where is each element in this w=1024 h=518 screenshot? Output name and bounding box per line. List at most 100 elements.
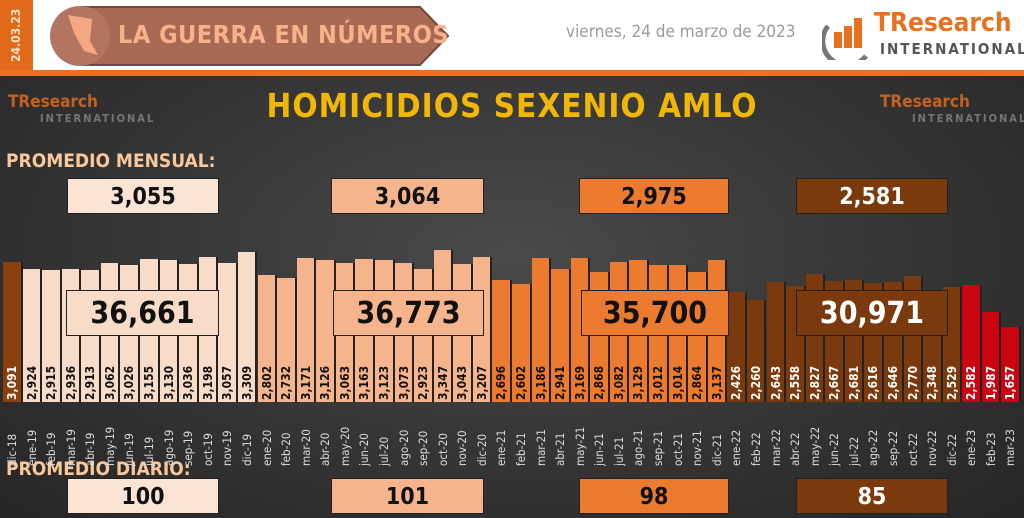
value-label: 2,616 xyxy=(866,365,881,400)
daily-average-2020: 101 xyxy=(331,478,484,514)
value-label: 3,169 xyxy=(572,365,587,400)
month-label: ago-22 xyxy=(866,429,881,466)
value-label: 1,657 xyxy=(1003,365,1018,400)
month-label: jul-20 xyxy=(376,436,391,466)
value-label: 3,123 xyxy=(376,365,391,400)
bar-nov-19 xyxy=(218,263,238,402)
daily-average-2022: 85 xyxy=(796,478,948,514)
month-label: jun-22 xyxy=(827,433,842,466)
value-label: 3,207 xyxy=(474,365,489,400)
logo-sub: INTERNATIONAL xyxy=(880,40,1024,58)
month-label: dic-20 xyxy=(474,433,489,466)
value-label: 3,137 xyxy=(709,365,724,400)
value-label: 3,026 xyxy=(122,365,137,400)
month-label: dic-22 xyxy=(944,433,959,466)
value-label: 2,426 xyxy=(729,365,744,400)
header: 24.03.23 LA GUERRA EN NÚMEROS viernes, 2… xyxy=(0,0,1024,70)
month-label: dic-18 xyxy=(5,433,19,466)
value-label: 3,091 xyxy=(5,365,19,400)
value-label: 3,073 xyxy=(396,365,411,400)
bar-ene-19 xyxy=(22,269,43,402)
month-label: ago-20 xyxy=(396,429,411,466)
logo-brand: TResearch xyxy=(874,8,1012,38)
monthly-average-label: PROMEDIO MENSUAL: xyxy=(6,150,216,172)
month-label: oct-19 xyxy=(200,433,215,466)
value-label: 2,913 xyxy=(83,365,98,400)
value-label: 3,082 xyxy=(611,365,626,400)
bar-mar-23 xyxy=(1001,326,1021,402)
month-label: jul-21 xyxy=(611,436,626,466)
value-label: 3,309 xyxy=(239,365,254,400)
bar-mar-21 xyxy=(531,257,552,402)
month-label: jul-22 xyxy=(846,436,861,466)
bar-dic-18 xyxy=(3,261,23,402)
month-label: feb-19 xyxy=(44,432,59,466)
mexico-map-icon xyxy=(68,15,98,55)
bar-ene-22 xyxy=(727,292,747,402)
header-date: viernes, 24 de marzo de 2023 xyxy=(566,22,796,42)
month-label: oct-20 xyxy=(435,433,450,466)
daily-average-label: PROMEDIO DIARIO: xyxy=(6,458,191,480)
value-label: 2,770 xyxy=(905,365,920,400)
divider xyxy=(0,70,1024,76)
bar-mar-20 xyxy=(296,258,317,402)
value-label: 2,915 xyxy=(44,365,59,400)
month-label: dic-21 xyxy=(709,433,724,466)
month-label: may-21 xyxy=(572,426,587,466)
month-label: oct-21 xyxy=(670,433,685,466)
month-label: nov-19 xyxy=(220,430,235,466)
total-2020: 36,773 xyxy=(333,290,484,336)
month-label: nov-20 xyxy=(455,430,470,466)
total-2022: 30,971 xyxy=(796,290,948,336)
value-label: 3,057 xyxy=(220,365,235,400)
chart-title: HOMICIDIOS SEXENIO AMLO xyxy=(266,86,758,125)
value-label: 2,941 xyxy=(553,365,568,400)
month-label: ago-21 xyxy=(631,429,646,466)
value-label: 3,062 xyxy=(102,365,117,400)
month-label: ago-19 xyxy=(161,429,176,466)
banner-arrow xyxy=(50,6,450,66)
bar-mar-22 xyxy=(766,282,787,402)
bar-dic-19 xyxy=(237,252,258,402)
value-label: 3,347 xyxy=(435,365,450,400)
monthly-average-2022: 2,581 xyxy=(796,178,948,214)
month-label: mar-23 xyxy=(1003,429,1018,466)
bar-ene-21 xyxy=(492,279,512,402)
banner-title: LA GUERRA EN NÚMEROS xyxy=(118,20,450,49)
logo-watermark-left: TResearch INTERNATIONAL xyxy=(8,92,156,125)
month-label: abr-22 xyxy=(788,432,803,466)
daily-average-2021: 98 xyxy=(579,478,729,514)
month-label: feb-21 xyxy=(514,432,528,466)
value-label: 3,186 xyxy=(533,365,548,400)
bar-feb-19 xyxy=(42,269,62,402)
month-label: mar-20 xyxy=(298,429,313,466)
bar-feb-20 xyxy=(277,278,297,402)
month-label: jun-21 xyxy=(592,433,607,466)
monthly-average-2021: 2,975 xyxy=(579,178,729,214)
bar-ene-20 xyxy=(257,274,278,402)
month-label: may-19 xyxy=(102,426,117,466)
bar-feb-23 xyxy=(981,311,1002,402)
value-label: 2,864 xyxy=(690,365,705,400)
month-label: abr-20 xyxy=(318,432,333,466)
value-label: 2,667 xyxy=(827,365,842,400)
value-label: 2,582 xyxy=(964,365,979,400)
value-label: 2,924 xyxy=(24,365,39,400)
month-label: sep-20 xyxy=(416,430,431,466)
value-label: 3,063 xyxy=(337,365,352,400)
bar-feb-22 xyxy=(746,299,767,402)
month-label: mar-19 xyxy=(63,429,78,466)
date-stamp: 24.03.23 xyxy=(0,0,33,70)
month-label: abr-21 xyxy=(553,432,568,466)
value-label: 2,827 xyxy=(807,365,822,400)
value-label: 3,163 xyxy=(357,365,372,400)
monthly-average-2020: 3,064 xyxy=(331,178,484,214)
month-label: jun-19 xyxy=(122,433,137,466)
month-label: ene-21 xyxy=(494,429,509,466)
month-label: jul-19 xyxy=(142,436,157,466)
monthly-average-2019: 3,055 xyxy=(67,178,219,214)
value-label: 2,643 xyxy=(768,365,783,400)
month-label: sep-21 xyxy=(651,430,666,466)
value-label: 2,529 xyxy=(944,365,959,400)
value-label: 2,696 xyxy=(494,365,509,400)
